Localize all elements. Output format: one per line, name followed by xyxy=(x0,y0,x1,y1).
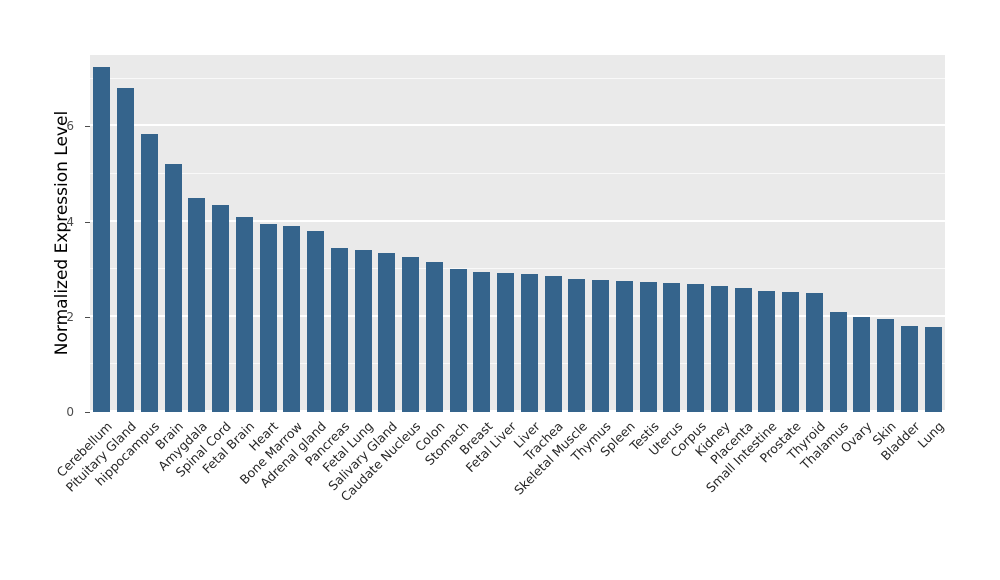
plot-panel xyxy=(90,55,945,412)
gridline-major xyxy=(90,314,945,317)
bar-kidney xyxy=(710,285,728,412)
gridline-minor xyxy=(90,173,945,174)
y-tick-mark xyxy=(85,221,90,223)
bar-adrenal-gland xyxy=(307,231,325,412)
x-axis-tick-labels: Cerebellum Pituitary Gland hippocampus Brai… xyxy=(54,416,947,566)
bar-small-intestine xyxy=(758,290,776,412)
bar-spleen xyxy=(615,281,633,412)
bar-skeletal-muscle xyxy=(568,278,586,412)
bar-lung xyxy=(924,327,942,412)
y-tick-label: 2 xyxy=(66,309,74,324)
bar-liver xyxy=(520,273,538,412)
gridline-major xyxy=(90,410,945,412)
bar-testis xyxy=(639,282,657,412)
bar-ovary xyxy=(853,316,871,412)
bar-bladder xyxy=(900,326,918,412)
bar-thyroid xyxy=(805,293,823,412)
bar-stomach xyxy=(449,269,467,412)
bar-breast xyxy=(473,271,491,412)
bar-bone-marrow xyxy=(283,226,301,412)
bar-thymus xyxy=(592,279,610,412)
gridline-major xyxy=(90,219,945,222)
bar-pancreas xyxy=(330,247,348,412)
bar-spinal-cord xyxy=(212,204,230,412)
y-tick-label: 6 xyxy=(66,119,74,134)
bar-skin xyxy=(877,319,895,412)
bar-placenta xyxy=(734,288,752,412)
bar-cerebellum xyxy=(93,66,111,412)
bar-fetal-brain xyxy=(235,216,253,412)
gridline-major xyxy=(90,124,945,127)
bar-heart xyxy=(259,223,277,412)
bar-trachea xyxy=(544,276,562,412)
bar-brain xyxy=(164,164,182,412)
y-tick-label: 4 xyxy=(66,214,74,229)
bar-fetal-liver xyxy=(497,273,515,412)
y-tick-mark xyxy=(85,316,90,318)
x-tick-label-lung: Lung xyxy=(914,418,947,451)
gridline-minor xyxy=(90,77,945,79)
bar-amygdala xyxy=(188,197,206,412)
bar-hippocampus xyxy=(140,133,158,412)
gridline-minor xyxy=(90,363,945,365)
bar-prostate xyxy=(782,292,800,412)
y-tick-mark xyxy=(85,126,90,128)
bar-thalamus xyxy=(829,312,847,412)
bar-colon xyxy=(425,262,443,412)
bar-corpus xyxy=(687,284,705,412)
bar-pituitary-gland xyxy=(117,88,135,412)
y-tick-mark xyxy=(85,412,90,413)
bar-uterus xyxy=(663,283,681,412)
y-axis-tick-labels: 0 2 4 6 xyxy=(0,55,86,418)
bar-caudate-nucleus xyxy=(402,257,420,412)
gridline-minor xyxy=(90,268,945,270)
bar-salivary-gland xyxy=(378,252,396,412)
bar-fetal-lung xyxy=(354,250,372,412)
y-tick-label: 0 xyxy=(66,405,74,419)
